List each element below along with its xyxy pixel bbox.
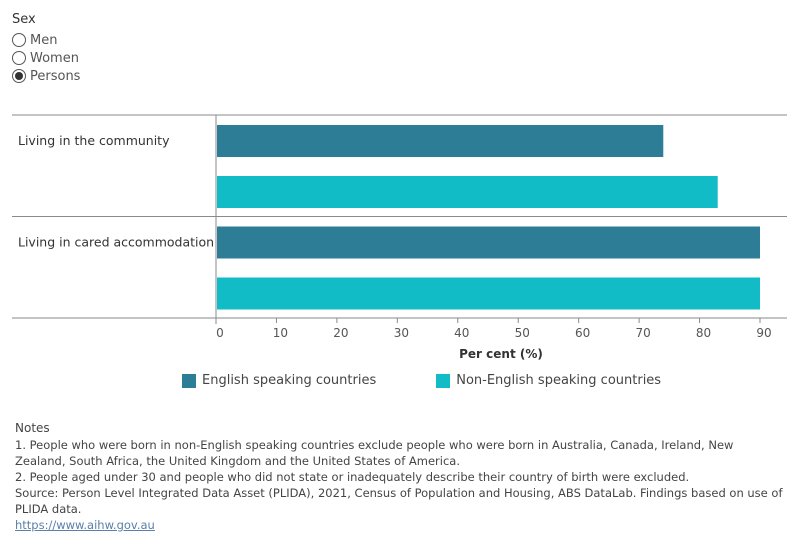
- notes: Notes 1. People who were born in non-Eng…: [15, 420, 785, 533]
- x-tick-label: 50: [515, 326, 530, 340]
- legend-item-non-english[interactable]: Non-English speaking countries: [436, 373, 661, 388]
- x-tick-label: 30: [394, 326, 409, 340]
- notes-title: Notes: [15, 421, 50, 435]
- legend-item-english[interactable]: English speaking countries: [182, 373, 376, 388]
- legend-swatch-english: [182, 373, 196, 388]
- radio-option-women[interactable]: Women: [12, 49, 80, 67]
- radio-option-men[interactable]: Men: [12, 31, 80, 49]
- radio-button-men[interactable]: [12, 33, 26, 47]
- x-tick-label: 90: [756, 326, 771, 340]
- x-axis-title: Per cent (%): [459, 347, 543, 361]
- category-label: Living in the community: [18, 133, 170, 148]
- x-tick-label: 0: [216, 326, 224, 340]
- radio-label-men: Men: [30, 32, 58, 48]
- radio-label-persons: Persons: [30, 68, 81, 84]
- bar-non-english: [217, 176, 718, 208]
- x-tick-label: 20: [333, 326, 348, 340]
- x-tick-label: 10: [273, 326, 288, 340]
- note-1: 1. People who were born in non-English s…: [15, 438, 734, 468]
- bar-non-english: [217, 277, 760, 310]
- aihw-link[interactable]: https://www.aihw.gov.au: [15, 518, 155, 532]
- bar-english: [217, 125, 664, 157]
- legend-label-english: English speaking countries: [202, 373, 377, 388]
- bar-english: [217, 226, 760, 259]
- x-tick-label: 40: [454, 326, 469, 340]
- bar-chart: Living in the community Living in cared a…: [12, 114, 787, 361]
- sex-filter: Sex Men Women Persons: [12, 12, 80, 85]
- radio-button-persons[interactable]: [12, 69, 26, 83]
- radio-option-persons[interactable]: Persons: [12, 67, 80, 85]
- legend-swatch-non-english: [436, 373, 451, 388]
- radio-button-women[interactable]: [12, 51, 26, 65]
- legend: English speaking countries Non-English s…: [182, 373, 721, 388]
- x-tick-label: 60: [575, 326, 590, 340]
- category-label: Living in cared accommodation: [18, 235, 214, 250]
- radio-label-women: Women: [30, 50, 79, 66]
- x-tick-label: 80: [696, 326, 711, 340]
- filter-title: Sex: [12, 12, 36, 27]
- note-2: 2. People aged under 30 and people who d…: [15, 470, 690, 484]
- legend-label-non-english: Non-English speaking countries: [456, 373, 662, 388]
- source-note: Source: Person Level Integrated Data Ass…: [15, 486, 783, 516]
- x-tick-label: 70: [635, 326, 650, 340]
